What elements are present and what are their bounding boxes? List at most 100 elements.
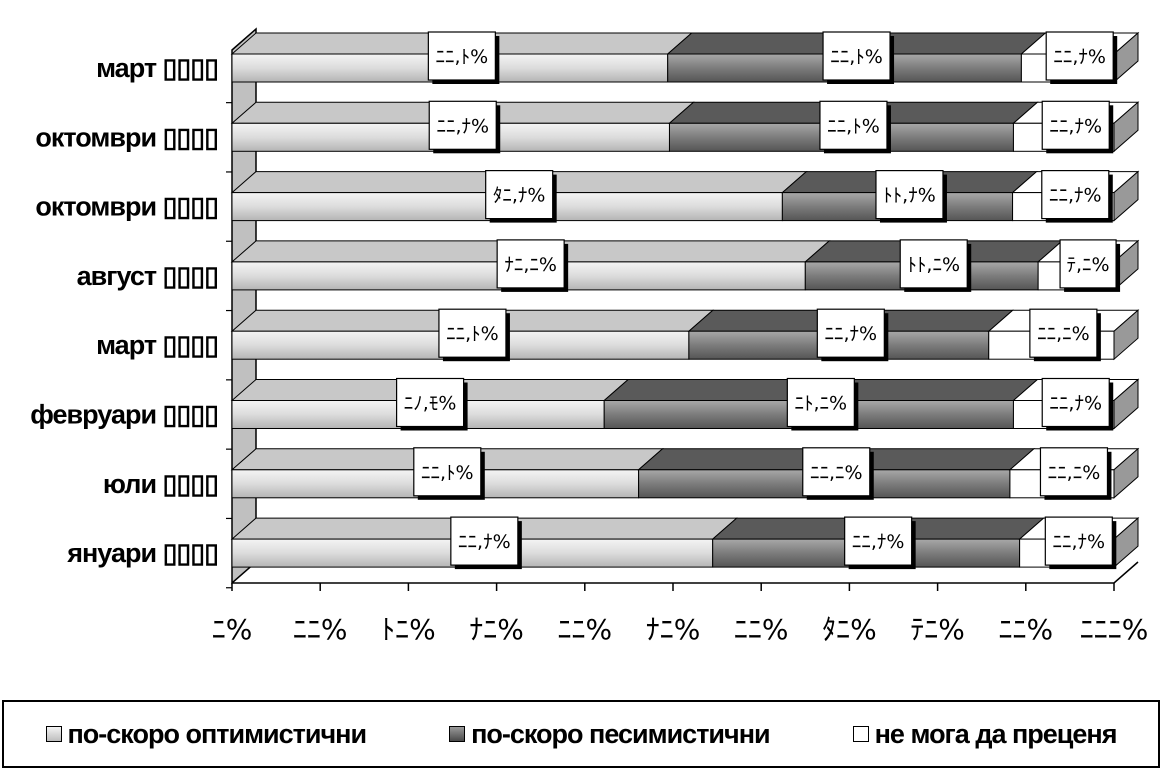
data-label-text: ﾆﾆ,ﾆ% xyxy=(810,462,863,484)
data-label-2-5: ﾆﾆ,ﾅ% xyxy=(1041,377,1114,431)
x-tick-label-2: ﾄﾆ% xyxy=(381,613,436,646)
category-labels: март ▯▯▯▯ октомври ▯▯▯▯ октомври ▯▯▯▯ авгус… xyxy=(30,53,232,589)
data-label-box xyxy=(438,308,507,358)
data-label-text: ﾆﾉ,ﾓ% xyxy=(404,393,457,415)
category-label-6: юли ▯▯▯▯ xyxy=(103,469,218,499)
legend-swatch-pessimistic xyxy=(449,726,466,742)
data-label-1-0: ﾆﾆ,ﾄ% xyxy=(822,31,895,84)
data-label-text: ﾆﾆ,ﾅ% xyxy=(458,531,511,553)
data-label-box xyxy=(450,516,519,566)
data-label-text: ﾅﾆ,ﾆ% xyxy=(504,254,557,276)
data-label-text: ﾀﾆ,ﾅ% xyxy=(493,185,546,207)
data-label-0-3: ﾅﾆ,ﾆ% xyxy=(496,239,569,292)
x-tick-label-6: ﾆﾆ% xyxy=(734,613,789,646)
data-label-box xyxy=(413,447,482,497)
legend-item-undecided: не мога да преценя xyxy=(852,718,1118,750)
data-label-text: ﾆﾆ,ﾄ% xyxy=(830,46,883,68)
data-label-text: ﾆﾆ,ﾄ% xyxy=(421,462,474,484)
data-label-1-3: ﾄﾄ,ﾆ% xyxy=(899,239,972,292)
data-label-box xyxy=(802,447,871,497)
data-label-text: ﾆﾆ,ﾅ% xyxy=(1053,46,1106,68)
data-label-box xyxy=(1041,377,1110,428)
data-label-1-4: ﾆﾆ,ﾅ% xyxy=(816,308,889,362)
bar-side xyxy=(1113,309,1139,361)
data-label-box xyxy=(822,31,891,81)
category-label-5: февруари ▯▯▯▯ xyxy=(30,400,218,430)
data-label-box xyxy=(485,170,554,220)
data-label-text: ﾃ,ﾆ% xyxy=(1067,254,1110,276)
category-label-1: октомври ▯▯▯▯ xyxy=(35,122,218,152)
data-label-box xyxy=(1044,516,1113,566)
x-tick-label-8: ﾃﾆ% xyxy=(910,613,965,646)
data-label-0-7: ﾆﾆ,ﾅ% xyxy=(450,516,522,570)
legend-swatch-undecided xyxy=(852,726,869,742)
data-label-text: ﾄﾄ,ﾅ% xyxy=(883,185,936,207)
data-label-box xyxy=(1039,447,1109,497)
legend-item-pessimistic: по-скоро песимистични xyxy=(449,719,771,750)
data-label-0-0: ﾆﾆ,ﾄ% xyxy=(427,31,500,84)
category-label-3: август ▯▯▯▯ xyxy=(77,261,218,291)
data-label-text: ﾆﾆ,ﾅ% xyxy=(1049,393,1102,415)
bar-side xyxy=(1113,378,1139,430)
data-label-2-1: ﾆﾆ,ﾅ% xyxy=(1041,100,1114,154)
data-label-box xyxy=(844,516,913,566)
data-label-text: ﾆﾆ,ﾅ% xyxy=(852,531,905,553)
bar-side xyxy=(1113,170,1139,222)
category-label-4: март ▯▯▯▯ xyxy=(96,330,218,360)
data-label-1-7: ﾆﾆ,ﾅ% xyxy=(844,516,916,570)
x-tick-label-0: ﾆ% xyxy=(212,613,253,646)
data-label-text: ﾆﾆ,ﾆ% xyxy=(1048,462,1101,484)
data-label-1-1: ﾆﾆ,ﾄ% xyxy=(819,100,891,154)
data-label-box xyxy=(428,100,497,150)
data-label-2-0: ﾆﾆ,ﾅ% xyxy=(1045,31,1118,84)
x-tick-label-4: ﾆﾆ% xyxy=(557,613,612,646)
data-label-2-7: ﾆﾆ,ﾅ% xyxy=(1044,516,1117,570)
data-label-2-6: ﾆﾆ,ﾆ% xyxy=(1039,447,1112,500)
data-label-text: ﾆﾆ,ﾅ% xyxy=(436,115,489,137)
category-label-2: октомври ▯▯▯▯ xyxy=(35,192,218,222)
data-label-box xyxy=(1029,308,1098,358)
data-label-box xyxy=(786,377,855,428)
data-label-box xyxy=(1041,100,1110,150)
data-label-2-4: ﾆﾆ,ﾆ% xyxy=(1029,308,1101,362)
data-label-1-6: ﾆﾆ,ﾆ% xyxy=(802,447,874,500)
data-label-text: ﾆﾆ,ﾄ% xyxy=(436,46,489,68)
data-label-1-5: ﾆﾄ,ﾆ% xyxy=(786,377,859,431)
legend-swatch-optimistic xyxy=(45,726,62,742)
legend-label-undecided: не мога да преценя xyxy=(874,718,1118,749)
x-tick-label-5: ﾅﾆ% xyxy=(646,613,701,646)
data-label-0-6: ﾆﾆ,ﾄ% xyxy=(413,447,485,500)
data-label-box xyxy=(1059,239,1117,289)
x-tick-label-1: ﾆﾆ% xyxy=(293,613,348,646)
data-label-2-3: ﾃ,ﾆ% xyxy=(1059,239,1121,292)
data-label-box xyxy=(899,239,968,289)
data-label-text: ﾆﾆ,ﾄ% xyxy=(827,115,880,137)
data-label-1-2: ﾄﾄ,ﾅ% xyxy=(875,170,947,223)
data-label-text: ﾆﾆ,ﾅ% xyxy=(1053,531,1106,553)
category-label-7: януари ▯▯▯▯ xyxy=(66,538,218,568)
bar-side xyxy=(1113,447,1139,499)
data-label-text: ﾆﾆ,ﾅ% xyxy=(825,323,878,345)
x-tick-label-10: ﾆﾆﾆ% xyxy=(1080,613,1149,646)
data-label-text: ﾆﾄ,ﾆ% xyxy=(795,393,848,415)
data-label-2-2: ﾆﾆ,ﾅ% xyxy=(1041,170,1113,223)
data-label-text: ﾄﾄ,ﾆ% xyxy=(907,254,960,276)
legend: по-скоро оптимистични по-скоро песимисти… xyxy=(2,700,1160,768)
data-label-text: ﾆﾆ,ﾄ% xyxy=(446,323,499,345)
data-label-box xyxy=(819,100,888,150)
data-label-text: ﾆﾆ,ﾅ% xyxy=(1049,115,1102,137)
data-label-box xyxy=(496,239,565,289)
data-label-box xyxy=(816,308,885,358)
legend-label-optimistic: по-скоро оптимистични xyxy=(67,718,368,749)
x-axis: ﾆ% ﾆﾆ% ﾄﾆ% ﾅﾆ% ﾆﾆ% ﾅﾆ% ﾆﾆ% ﾀﾆ% ﾃﾆ% ﾆﾆ% ﾆﾆﾆ% xyxy=(212,583,1149,646)
data-label-text: ﾆﾆ,ﾆ% xyxy=(1037,323,1090,345)
data-label-0-2: ﾀﾆ,ﾅ% xyxy=(485,170,557,223)
chart-bars xyxy=(230,31,1140,569)
data-label-box xyxy=(396,377,465,428)
data-label-0-1: ﾆﾆ,ﾅ% xyxy=(428,100,501,154)
data-label-text: ﾆﾆ,ﾅ% xyxy=(1049,185,1102,207)
data-label-box xyxy=(427,31,496,81)
x-tick-label-9: ﾆﾆ% xyxy=(998,613,1053,646)
data-label-box xyxy=(1045,31,1114,81)
category-label-0: март ▯▯▯▯ xyxy=(96,53,218,83)
